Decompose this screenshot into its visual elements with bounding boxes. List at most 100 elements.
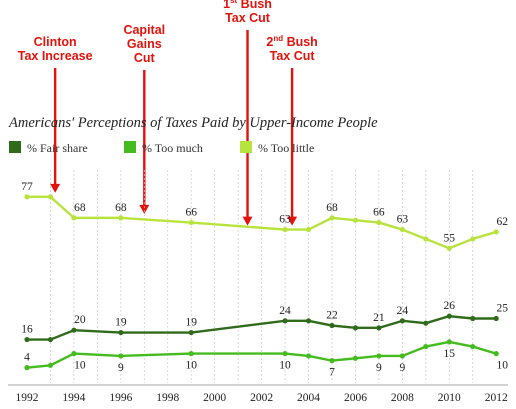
data-label: 66 [185,207,197,219]
data-point [376,219,382,226]
x-axis: 1992 1994 1996 1998 2000 2002 2004 2006 2008 2010… [8,384,508,404]
series [24,194,499,371]
data-point [188,219,194,226]
data-point [352,355,359,361]
annotation-text: Capital [123,23,165,37]
data-point [282,351,288,357]
annotation-arrowhead [139,204,150,214]
data-label: 22 [326,310,338,322]
annotation-text: 2nd Bush [266,34,317,49]
x-tick-label: 1992 [16,392,39,404]
data-label: 63 [279,214,291,226]
data-point [71,327,77,333]
data-label: 7 [329,367,335,379]
data-point [470,343,476,350]
data-labels: 16 20 19 19 24 22 21 24 26 25 4 10 9 10 10 7 9 9 15 10 77 68 6… [21,181,508,379]
data-label: 68 [74,202,86,214]
data-label: 19 [185,317,197,329]
gridlines [50,170,474,383]
data-point [470,236,476,242]
legend-swatch [124,141,136,153]
x-tick-label: 1998 [156,392,179,404]
data-label: 68 [115,202,127,214]
data-label: 24 [397,305,409,317]
data-point [352,217,359,223]
annotation-text: Cut [134,51,156,65]
data-label: 26 [444,300,456,312]
data-label: 16 [21,324,33,336]
x-tick-label: 1996 [109,392,132,404]
data-point [329,358,335,364]
x-tick-label: 2002 [250,392,273,404]
data-point [446,313,452,319]
data-point [329,322,335,329]
data-label: 62 [496,216,508,228]
data-label: 10 [185,360,197,372]
annotation-arrowhead [287,216,298,226]
x-tick-label: 1994 [62,392,85,404]
data-label: 20 [74,314,86,326]
data-point [305,318,312,324]
data-point [352,325,359,331]
data-label: 24 [279,305,291,317]
annotation-text: Clinton [34,35,77,49]
legend-label: % Too little [258,141,314,155]
annotation-text: Tax Cut [225,11,271,25]
data-label: 63 [397,214,409,226]
legend-swatch [240,141,252,153]
legend-label: % Fair share [27,141,88,155]
data-point [423,343,429,350]
legend-label: % Too much [142,141,203,155]
legend-swatch [9,141,21,153]
data-point [47,194,54,200]
data-point [24,194,30,200]
chart-title: Americans' Perceptions of Taxes Paid by … [8,115,378,131]
data-point [282,226,288,233]
data-label: 9 [399,362,405,374]
annotation-arrowhead [242,216,253,226]
x-tick-label: 2012 [485,392,508,404]
data-point [47,336,54,343]
data-point [423,320,429,326]
data-point [188,329,194,336]
data-label: 10 [279,360,291,372]
data-point [446,245,452,251]
x-tick-label: 2000 [203,392,226,404]
data-point [376,325,382,331]
data-point [305,353,312,359]
data-label: 9 [376,362,382,374]
annotation-text: Gains [127,37,162,51]
data-point [399,226,405,233]
data-point [118,215,124,221]
data-point [376,353,382,359]
data-label: 10 [496,360,508,372]
data-point [399,353,405,359]
data-point [399,318,405,324]
data-point [24,336,30,343]
data-point [24,365,30,371]
data-label: 21 [373,312,385,324]
data-point [118,329,124,336]
data-point [493,315,499,322]
data-label: 19 [115,317,127,329]
data-label: 9 [118,362,124,374]
data-label: 10 [74,360,86,372]
data-point [71,215,77,221]
annotation-text: Tax Increase [18,49,93,63]
x-tick-label: 2008 [391,392,414,404]
data-point [47,362,54,368]
data-label: 4 [24,352,30,364]
x-tick-label: 2006 [344,392,367,404]
data-point [329,215,335,221]
annotation-text: Tax Cut [270,49,316,63]
x-tick-label: 2004 [297,392,320,404]
data-point [493,351,499,357]
data-point [188,351,194,357]
data-point [118,353,124,359]
legend: % Fair share % Too much % Too little [9,141,314,155]
data-point [493,229,499,235]
data-label: 15 [444,348,456,360]
data-label: 77 [21,181,33,193]
